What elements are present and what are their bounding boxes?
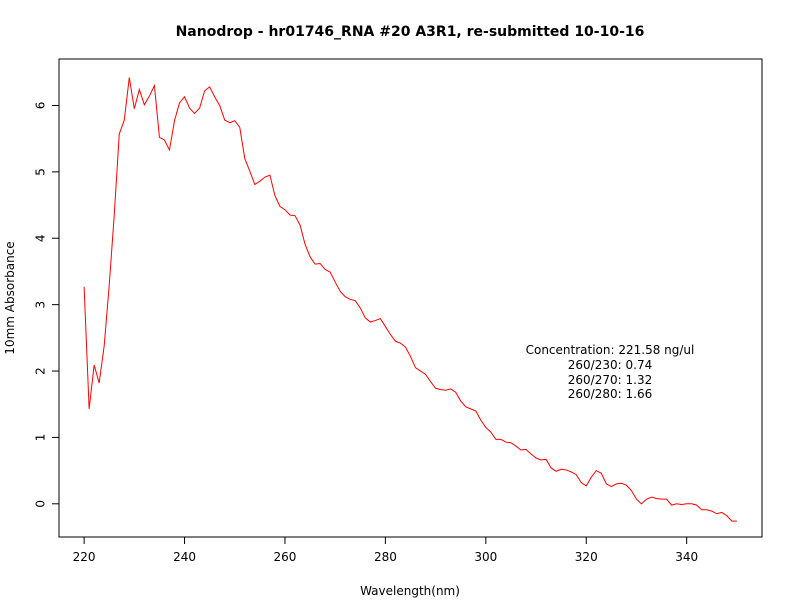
y-axis-label: 10mm Absorbance [3,241,17,354]
x-axis-label: Wavelength(nm) [360,584,460,598]
annotation-260-230: 260/230: 0.74 [568,358,652,372]
annotation-260-280: 260/280: 1.66 [568,387,652,401]
y-tick-label: 2 [34,367,48,375]
y-tick-label: 6 [34,102,48,110]
y-axis: 0 1 2 3 4 5 6 [34,102,59,508]
x-axis: 220 240 260 280 300 320 340 [73,537,698,564]
x-tick-label: 260 [274,550,297,564]
chart-title: Nanodrop - hr01746_RNA #20 A3R1, re-subm… [176,24,645,40]
x-tick-label: 340 [675,550,698,564]
y-tick-label: 0 [34,500,48,508]
series-layer [83,77,737,522]
y-tick-label: 3 [34,301,48,309]
x-tick-label: 300 [474,550,497,564]
annotation-concentration: Concentration: 221.58 ng/ul [526,343,695,357]
annotation-260-270: 260/270: 1.32 [568,373,652,387]
y-tick-label: 4 [34,234,48,242]
annotation-block: Concentration: 221.58 ng/ul 260/230: 0.7… [526,343,695,401]
y-tick-label: 1 [34,434,48,442]
plot-frame [58,58,763,538]
x-tick-label: 280 [374,550,397,564]
x-tick-label: 220 [73,550,96,564]
y-tick-label: 5 [34,168,48,176]
x-tick-label: 240 [173,550,196,564]
x-tick-label: 320 [575,550,598,564]
absorbance-series-line [83,77,737,522]
